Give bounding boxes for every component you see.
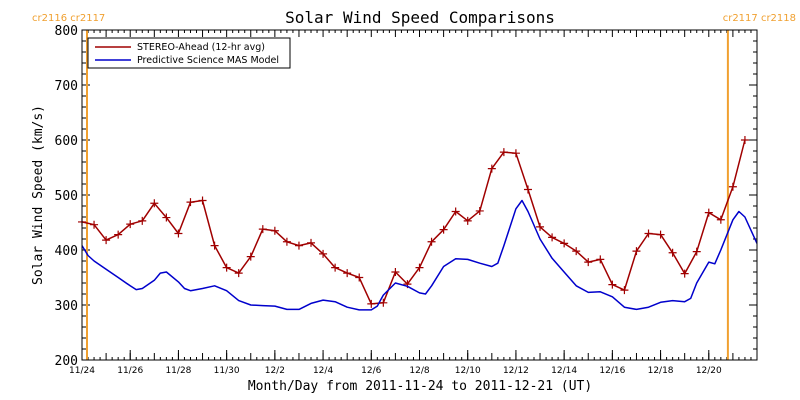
data-point-stereo xyxy=(716,215,725,224)
series-line-mas xyxy=(82,199,757,311)
data-point-stereo xyxy=(234,269,243,278)
legend-box xyxy=(87,37,291,69)
data-point-stereo xyxy=(126,220,135,229)
data-point-stereo xyxy=(246,252,255,261)
data-point-stereo xyxy=(692,247,701,256)
chart-title: Solar Wind Speed Comparisons xyxy=(285,8,555,27)
data-point-stereo xyxy=(728,182,737,191)
data-point-stereo xyxy=(632,247,641,256)
y-tick-label: 200 xyxy=(55,354,78,369)
x-tick-label: 12/10 xyxy=(455,366,481,376)
data-point-stereo xyxy=(740,136,749,144)
x-tick-label: 12/8 xyxy=(409,366,429,376)
legend-label-stereo: STEREO-Ahead (12-hr avg) xyxy=(137,42,265,53)
data-point-stereo xyxy=(511,149,520,158)
data-point-stereo xyxy=(379,298,388,307)
data-point-stereo xyxy=(499,148,508,157)
data-point-stereo xyxy=(656,230,665,239)
data-point-stereo xyxy=(343,269,352,278)
data-point-stereo xyxy=(162,213,171,222)
data-point-stereo xyxy=(150,199,159,208)
y-tick-label: 400 xyxy=(55,244,78,259)
plot-frame xyxy=(81,29,758,361)
data-point-stereo xyxy=(367,299,376,308)
x-tick-label: 12/18 xyxy=(648,366,674,376)
data-point-stereo xyxy=(114,230,123,239)
legend: STEREO-Ahead (12-hr avg) Predictive Scie… xyxy=(87,37,291,69)
y-tick-label: 800 xyxy=(55,24,78,39)
data-point-stereo xyxy=(704,208,713,217)
plot-area: 200 300 400 500 600 700 800 11/24 11/26 11/28 11/3… xyxy=(55,24,758,376)
x-tick-label: 12/2 xyxy=(265,366,285,376)
data-point-stereo xyxy=(102,236,111,245)
data-point-stereo xyxy=(319,249,328,258)
data-point-stereo xyxy=(186,198,195,207)
data-point-stereo xyxy=(90,220,99,229)
x-tick-label: 12/6 xyxy=(361,366,381,376)
data-point-stereo xyxy=(222,263,231,272)
y-tick-label: 700 xyxy=(55,79,78,94)
data-point-stereo xyxy=(523,185,532,194)
data-point-stereo xyxy=(620,286,629,295)
data-point-stereo xyxy=(451,207,460,216)
y-tick-label: 500 xyxy=(55,189,78,204)
x-tick-label: 12/20 xyxy=(696,366,722,376)
data-point-stereo xyxy=(391,268,400,276)
x-tick-label: 12/16 xyxy=(599,366,625,376)
data-point-stereo xyxy=(680,269,689,278)
series-line-stereo xyxy=(81,139,746,305)
data-point-stereo xyxy=(198,196,207,205)
data-point-stereo xyxy=(668,248,677,257)
x-tick-label: 11/26 xyxy=(117,366,143,376)
legend-label-mas: Predictive Science MAS Model xyxy=(137,55,279,66)
y-tick-label: 600 xyxy=(55,134,78,149)
data-point-stereo xyxy=(560,239,569,248)
x-tick-label: 12/12 xyxy=(503,366,529,376)
data-point-stereo xyxy=(282,237,291,246)
data-point-stereo xyxy=(258,225,267,234)
x-tick-label: 12/14 xyxy=(551,366,577,376)
x-axis-label: Month/Day from 2011-11-24 to 2011-12-21 … xyxy=(248,379,592,394)
data-point-stereo xyxy=(355,273,364,282)
x-tick-label: 11/24 xyxy=(69,366,95,376)
data-point-stereo xyxy=(138,216,147,225)
data-point-stereo xyxy=(596,255,605,264)
x-tick-label: 11/30 xyxy=(214,366,240,376)
x-tick-label: 12/4 xyxy=(313,366,333,376)
data-point-stereo xyxy=(548,233,557,242)
data-point-stereo xyxy=(294,241,303,250)
data-point-stereo xyxy=(174,229,183,238)
data-point-stereo xyxy=(644,229,653,238)
data-point-stereo xyxy=(487,164,496,173)
y-axis-label: Solar Wind Speed (km/s) xyxy=(31,105,46,285)
data-point-stereo xyxy=(536,222,545,231)
data-point-stereo xyxy=(584,258,593,267)
data-point-stereo xyxy=(608,280,617,289)
carrington-marker-label: cr2117 cr2118 xyxy=(723,13,796,24)
data-point-stereo xyxy=(475,206,484,215)
data-point-stereo xyxy=(331,263,340,272)
data-point-stereo xyxy=(307,238,316,247)
data-point-stereo xyxy=(210,241,219,250)
x-tick-label: 11/28 xyxy=(165,366,191,376)
data-point-stereo xyxy=(270,226,279,235)
data-point-stereo xyxy=(463,216,472,225)
data-point-stereo xyxy=(572,247,581,256)
y-tick-label: 300 xyxy=(55,299,78,314)
data-point-stereo xyxy=(415,263,424,272)
data-point-stereo xyxy=(439,225,448,234)
carrington-marker-label: cr2116 cr2117 xyxy=(32,13,105,24)
data-point-stereo xyxy=(427,237,436,246)
